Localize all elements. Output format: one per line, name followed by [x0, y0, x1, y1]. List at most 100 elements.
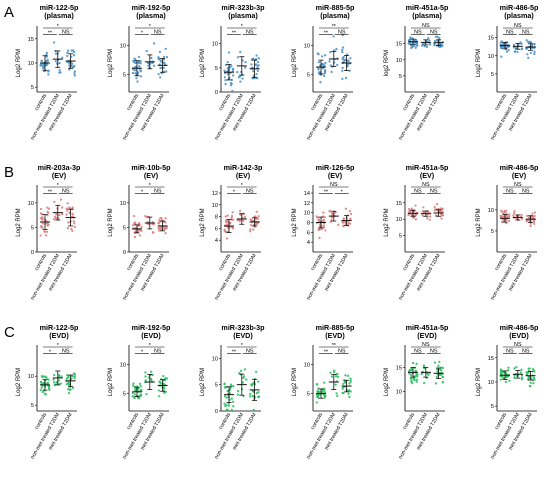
data-point [39, 64, 42, 67]
data-point [349, 390, 352, 393]
data-point [428, 215, 432, 218]
data-point [317, 68, 320, 71]
data-point [255, 370, 258, 373]
data-point [137, 229, 140, 232]
data-point [324, 61, 327, 65]
data-point [66, 49, 70, 52]
panel-title: miR-192-5p [132, 3, 171, 12]
data-point [513, 367, 516, 370]
data-point [317, 61, 321, 64]
data-point [334, 383, 337, 386]
y-tick-label: 15 [396, 201, 402, 207]
data-point [224, 79, 227, 82]
data-point [231, 400, 235, 403]
y-tick-label: 12 [304, 201, 310, 207]
panel-title: miR-142-3p [224, 163, 263, 172]
data-point [513, 376, 516, 379]
data-point [501, 215, 504, 218]
y-tick-label: 5 [123, 225, 126, 231]
data-point [255, 54, 258, 57]
data-point [225, 396, 229, 399]
data-point [322, 211, 325, 214]
data-point [152, 64, 156, 67]
y-tick-label: 10 [120, 44, 126, 50]
data-point [225, 223, 228, 226]
data-point [321, 55, 324, 58]
data-point [533, 42, 536, 46]
data-point [316, 216, 319, 219]
data-point [162, 374, 165, 378]
data-point [256, 60, 260, 64]
data-point [407, 213, 410, 217]
data-point [410, 368, 413, 372]
data-point [527, 56, 530, 60]
y-axis-label: Log2 RPM [200, 49, 206, 77]
y-axis-label: Log2 RPM [384, 368, 390, 396]
data-point [328, 210, 332, 213]
data-point [66, 227, 69, 230]
data-point [223, 402, 226, 405]
data-point [433, 361, 437, 364]
significance-label: * [241, 183, 244, 189]
data-point [436, 35, 439, 39]
data-point [71, 386, 75, 390]
data-point [150, 370, 153, 373]
data-point [335, 47, 338, 51]
data-point [71, 206, 74, 209]
data-point [507, 369, 510, 372]
data-point [137, 387, 140, 390]
y-tick-label: 10 [304, 211, 310, 217]
data-point [416, 373, 419, 376]
data-point [140, 229, 143, 232]
data-point [232, 67, 235, 71]
data-point [227, 404, 230, 407]
y-axis-label: Log2 RPM [476, 208, 482, 236]
y-tick-label: 6 [307, 230, 310, 236]
panel-title: miR-203a-3p [38, 163, 81, 172]
panel-title: miR-885-5p [316, 3, 355, 12]
data-point [414, 218, 418, 221]
data-point [322, 218, 325, 222]
panel-subtitle: (EVD) [325, 331, 345, 340]
significance-label: * [341, 189, 344, 195]
data-point [73, 372, 76, 376]
data-point [39, 212, 43, 215]
data-point [230, 65, 233, 68]
significance-label: ** [232, 30, 237, 36]
data-point [407, 39, 411, 42]
data-point [47, 385, 51, 388]
data-point [329, 50, 332, 54]
data-point [73, 225, 76, 229]
data-point [317, 71, 321, 74]
data-point [238, 209, 242, 213]
significance-label: NS [514, 182, 522, 188]
data-point [329, 371, 332, 374]
data-point [437, 364, 440, 368]
significance-label: NS [422, 182, 430, 188]
data-point [230, 214, 234, 218]
data-point [71, 213, 74, 216]
data-point [341, 391, 344, 395]
data-point [255, 222, 259, 226]
y-tick-label: 10 [28, 374, 34, 380]
data-point [231, 227, 235, 230]
data-point [440, 210, 443, 213]
data-point [316, 390, 320, 393]
panel-subtitle: (EVD) [233, 331, 253, 340]
data-point [66, 374, 69, 377]
data-point [348, 395, 351, 399]
data-point [512, 212, 516, 215]
panel-subtitle: (plasma) [228, 11, 258, 20]
data-point [72, 50, 76, 54]
significance-label: NS [506, 29, 514, 35]
data-point [505, 50, 509, 53]
data-point [140, 388, 143, 392]
significance-label: NS [62, 348, 70, 354]
data-point [435, 203, 439, 206]
data-point [227, 51, 231, 54]
data-point [323, 64, 326, 67]
data-point [40, 59, 44, 63]
data-point [527, 367, 530, 370]
